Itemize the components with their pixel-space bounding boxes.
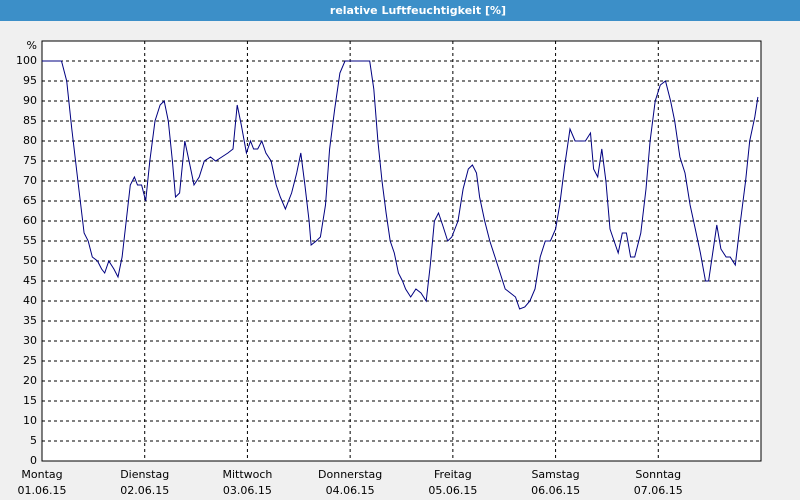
y-tick-label: 15 <box>23 394 37 407</box>
y-tick-label: 30 <box>23 334 37 347</box>
x-tick-date: 07.06.15 <box>634 484 683 497</box>
x-tick-label: Mittwoch <box>222 468 272 481</box>
title-bar <box>0 0 800 21</box>
y-tick-label: 100 <box>16 54 37 67</box>
x-tick-label: Montag <box>21 468 62 481</box>
y-tick-label: 25 <box>23 354 37 367</box>
y-unit: % <box>27 39 37 52</box>
x-tick-label: Freitag <box>434 468 472 481</box>
data-line <box>42 60 759 310</box>
y-tick-label: 90 <box>23 94 37 107</box>
y-tick-label: 40 <box>23 294 37 307</box>
x-tick-label: Dienstag <box>120 468 169 481</box>
x-tick-date: 02.06.15 <box>120 484 169 497</box>
x-tick-label: Samstag <box>531 468 579 481</box>
y-tick-label: 95 <box>23 74 37 87</box>
y-tick-label: 85 <box>23 114 37 127</box>
y-tick-label: 0 <box>30 454 37 467</box>
x-tick-label: Sonntag <box>635 468 681 481</box>
y-tick-label: 60 <box>23 214 37 227</box>
y-tick-label: 80 <box>23 134 37 147</box>
x-tick-date: 05.06.15 <box>428 484 477 497</box>
x-tick-date: 01.06.15 <box>18 484 67 497</box>
plot-area <box>41 40 762 462</box>
y-tick-label: 10 <box>23 414 37 427</box>
chart-title: relative Luftfeuchtigkeit [%] <box>330 4 506 17</box>
x-tick-date: 06.06.15 <box>531 484 580 497</box>
y-tick-label: 35 <box>23 314 37 327</box>
y-tick-label: 45 <box>23 274 37 287</box>
y-tick-label: 20 <box>23 374 37 387</box>
y-tick-label: 5 <box>30 434 37 447</box>
y-tick-label: 75 <box>23 154 37 167</box>
y-tick-label: 55 <box>23 234 37 247</box>
y-tick-label: 50 <box>23 254 37 267</box>
y-tick-label: 65 <box>23 194 37 207</box>
y-tick-label: 70 <box>23 174 37 187</box>
x-tick-date: 03.06.15 <box>223 484 272 497</box>
x-tick-label: Donnerstag <box>318 468 382 481</box>
x-tick-date: 04.06.15 <box>326 484 375 497</box>
